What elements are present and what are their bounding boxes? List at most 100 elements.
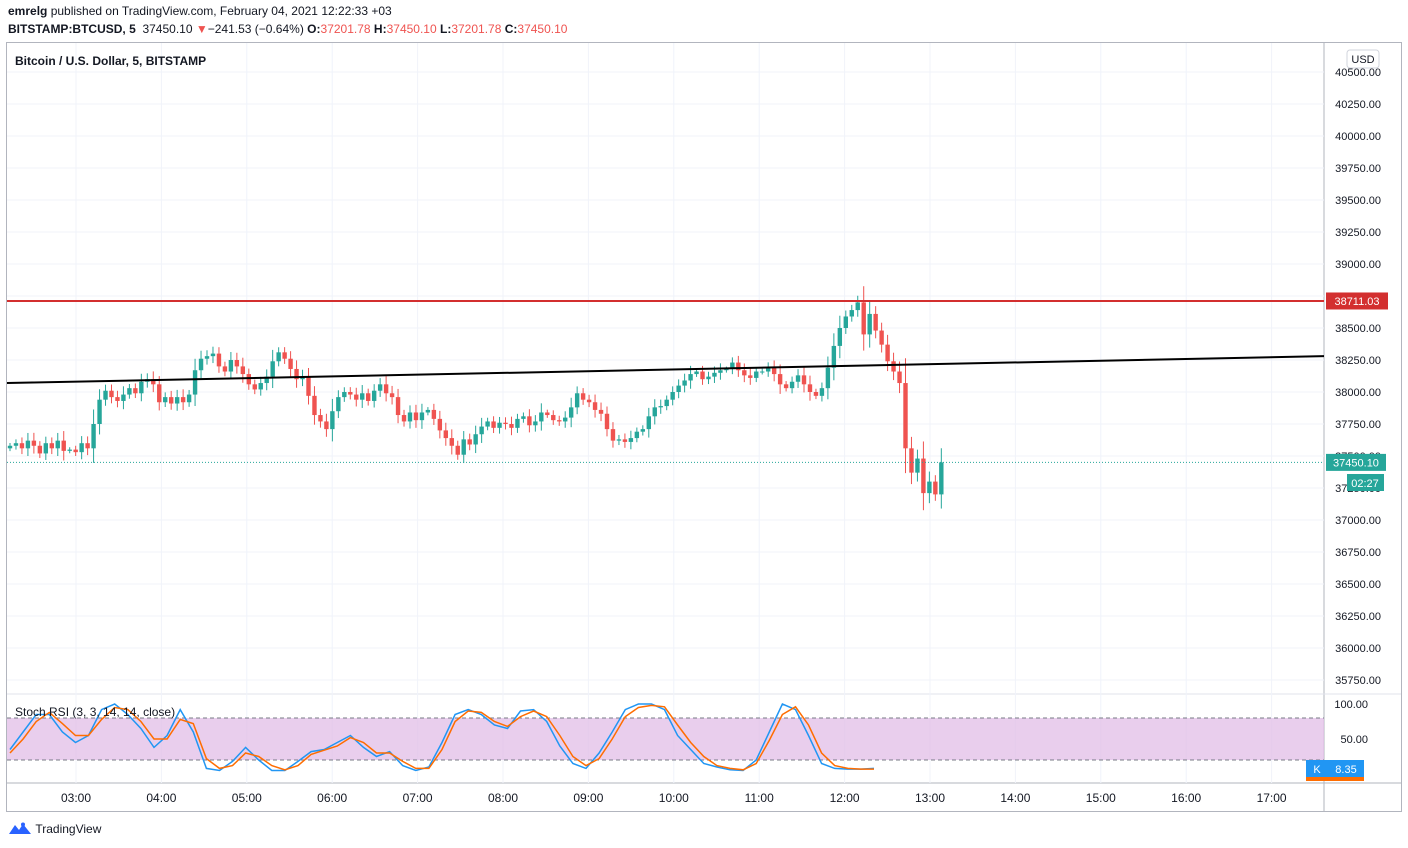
price-tick: 36750.00 bbox=[1335, 547, 1381, 559]
candle-body bbox=[163, 397, 168, 403]
candle-body bbox=[754, 371, 759, 378]
candle-body bbox=[461, 439, 466, 455]
price-tick: 39000.00 bbox=[1335, 259, 1381, 271]
candle-body bbox=[449, 438, 454, 446]
candle-body bbox=[736, 362, 741, 371]
candle-body bbox=[557, 420, 562, 422]
price-tick: 37750.00 bbox=[1335, 419, 1381, 431]
candle-body bbox=[246, 374, 251, 385]
price-axis[interactable]: 40500.00 40250.00 40000.00 39750.00 39500.00… bbox=[1334, 67, 1381, 746]
candle-body bbox=[580, 393, 586, 400]
last-price-label: 37450.10 bbox=[1333, 457, 1379, 469]
candle-body bbox=[831, 345, 837, 368]
candle-body bbox=[151, 379, 156, 385]
candle-body bbox=[395, 397, 401, 416]
candle-body bbox=[288, 358, 293, 369]
candle-body bbox=[377, 384, 383, 391]
candle-body bbox=[437, 418, 443, 431]
high-value: 37450.10 bbox=[386, 22, 437, 36]
close-value: 37450.10 bbox=[517, 22, 568, 36]
time-tick: 17:00 bbox=[1257, 791, 1287, 805]
candle-body bbox=[348, 392, 353, 395]
candle-body bbox=[91, 424, 96, 449]
candle-body bbox=[485, 421, 490, 427]
tradingview-logo-icon bbox=[8, 821, 32, 835]
candle-body bbox=[109, 390, 114, 398]
candle-body bbox=[545, 412, 550, 416]
candle-body bbox=[258, 383, 263, 390]
candle-body bbox=[7, 445, 13, 449]
candle-body bbox=[168, 397, 174, 404]
candle-body bbox=[234, 360, 240, 367]
resistance-price-tag bbox=[1326, 292, 1388, 310]
candle-body bbox=[276, 352, 281, 362]
time-tick: 08:00 bbox=[488, 791, 518, 805]
candle-body bbox=[592, 402, 598, 410]
candle-body bbox=[455, 445, 460, 455]
time-tick: 09:00 bbox=[573, 791, 603, 805]
candle-body bbox=[139, 381, 144, 394]
candle-body bbox=[909, 448, 914, 473]
candle-body bbox=[491, 421, 496, 428]
price-tick: 37000.00 bbox=[1335, 515, 1381, 527]
candle-body bbox=[730, 362, 735, 369]
candle-body bbox=[670, 392, 675, 400]
candle-body bbox=[718, 370, 723, 373]
candle-body bbox=[706, 376, 711, 380]
candle-body bbox=[634, 431, 640, 439]
publish-text: published on TradingView.com, February 0… bbox=[50, 4, 392, 18]
candle-body bbox=[527, 416, 532, 426]
candle-body bbox=[127, 388, 132, 395]
time-tick: 16:00 bbox=[1171, 791, 1201, 805]
candle-body bbox=[312, 395, 317, 416]
candle-body bbox=[622, 439, 628, 442]
candle-body bbox=[336, 397, 341, 412]
candle-body bbox=[371, 390, 377, 401]
candle-body bbox=[616, 439, 622, 441]
open-value: 37201.78 bbox=[320, 22, 371, 36]
candle-body bbox=[103, 390, 108, 400]
countdown-tag bbox=[1347, 474, 1384, 491]
candle-body bbox=[204, 356, 210, 359]
candle-body bbox=[121, 394, 126, 401]
candle-body bbox=[837, 328, 843, 346]
candle-body bbox=[198, 358, 204, 371]
candle-body bbox=[37, 445, 43, 454]
candle-body bbox=[927, 481, 932, 494]
candle-body bbox=[264, 376, 269, 384]
currency-button[interactable] bbox=[1346, 49, 1380, 69]
candle-body bbox=[586, 399, 592, 403]
down-arrow-icon: ▼ bbox=[195, 22, 208, 36]
time-tick: 13:00 bbox=[915, 791, 945, 805]
stoch-band-fill bbox=[7, 718, 1324, 760]
candle-body bbox=[688, 374, 693, 381]
candle-body bbox=[49, 443, 54, 449]
candle-body bbox=[282, 352, 287, 359]
resistance-price-label: 38711.03 bbox=[1334, 296, 1379, 308]
candle-body bbox=[694, 371, 699, 375]
low-value: 37201.78 bbox=[451, 22, 502, 36]
candle-body bbox=[885, 344, 890, 362]
candle-body bbox=[383, 384, 389, 394]
candle-body bbox=[401, 415, 407, 422]
time-axis[interactable]: 03:00 04:00 05:00 06:00 07:00 08:00 09:00 10:00… bbox=[61, 791, 1287, 805]
time-tick: 05:00 bbox=[232, 791, 262, 805]
candle-body bbox=[25, 440, 31, 449]
candle-body bbox=[574, 393, 580, 408]
candle-body bbox=[509, 424, 514, 428]
candle-body bbox=[133, 388, 138, 394]
candle-body bbox=[13, 443, 19, 446]
price-tick: 38250.00 bbox=[1335, 355, 1381, 367]
candle-body bbox=[610, 429, 616, 441]
candle-body bbox=[742, 370, 747, 376]
trend-line[interactable] bbox=[6, 355, 1325, 385]
tradingview-logo[interactable]: TradingView bbox=[8, 821, 101, 836]
candle-body bbox=[748, 375, 753, 378]
candle-body bbox=[306, 376, 311, 396]
candle-body bbox=[180, 397, 186, 403]
candle-body bbox=[819, 388, 825, 396]
stoch-band bbox=[7, 717, 1324, 761]
candle-body bbox=[873, 313, 878, 331]
candle-body bbox=[539, 412, 544, 422]
